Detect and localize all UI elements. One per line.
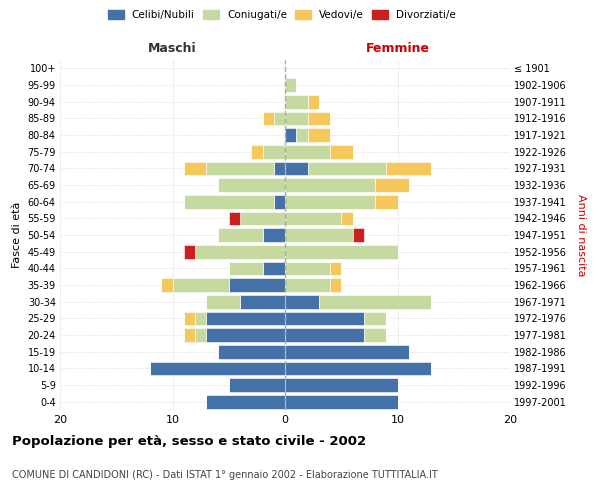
- Bar: [285, 362, 431, 375]
- Bar: [206, 328, 285, 342]
- Bar: [206, 312, 285, 325]
- Bar: [173, 278, 229, 292]
- Bar: [308, 128, 330, 142]
- Bar: [218, 178, 285, 192]
- Bar: [218, 345, 285, 358]
- Bar: [285, 78, 296, 92]
- Bar: [330, 262, 341, 275]
- Bar: [285, 228, 353, 242]
- Bar: [285, 95, 308, 108]
- Bar: [285, 145, 330, 158]
- Bar: [195, 312, 206, 325]
- Bar: [285, 162, 308, 175]
- Bar: [285, 195, 375, 208]
- Bar: [386, 162, 431, 175]
- Bar: [274, 112, 285, 125]
- Bar: [375, 195, 398, 208]
- Bar: [218, 228, 263, 242]
- Bar: [296, 128, 308, 142]
- Bar: [285, 178, 375, 192]
- Bar: [195, 328, 206, 342]
- Legend: Celibi/Nubili, Coniugati/e, Vedovi/e, Divorziati/e: Celibi/Nubili, Coniugati/e, Vedovi/e, Di…: [106, 8, 458, 22]
- Text: COMUNE DI CANDIDONI (RC) - Dati ISTAT 1° gennaio 2002 - Elaborazione TUTTITALIA.: COMUNE DI CANDIDONI (RC) - Dati ISTAT 1°…: [12, 470, 438, 480]
- Y-axis label: Anni di nascita: Anni di nascita: [577, 194, 586, 276]
- Bar: [274, 195, 285, 208]
- Bar: [285, 395, 398, 408]
- Bar: [285, 278, 330, 292]
- Bar: [229, 278, 285, 292]
- Bar: [240, 212, 285, 225]
- Bar: [184, 195, 274, 208]
- Bar: [285, 262, 330, 275]
- Bar: [330, 278, 341, 292]
- Bar: [285, 112, 308, 125]
- Bar: [206, 395, 285, 408]
- Bar: [285, 295, 319, 308]
- Bar: [195, 245, 285, 258]
- Bar: [263, 145, 285, 158]
- Bar: [251, 145, 263, 158]
- Bar: [150, 362, 285, 375]
- Bar: [341, 212, 353, 225]
- Bar: [285, 345, 409, 358]
- Bar: [285, 245, 398, 258]
- Bar: [285, 378, 398, 392]
- Bar: [229, 378, 285, 392]
- Bar: [319, 295, 431, 308]
- Bar: [308, 162, 386, 175]
- Bar: [274, 162, 285, 175]
- Bar: [375, 178, 409, 192]
- Bar: [263, 262, 285, 275]
- Bar: [308, 95, 319, 108]
- Text: Popolazione per età, sesso e stato civile - 2002: Popolazione per età, sesso e stato civil…: [12, 435, 366, 448]
- Bar: [285, 312, 364, 325]
- Bar: [263, 112, 274, 125]
- Bar: [206, 162, 274, 175]
- Bar: [161, 278, 173, 292]
- Bar: [364, 328, 386, 342]
- Bar: [285, 212, 341, 225]
- Text: Femmine: Femmine: [365, 42, 430, 55]
- Bar: [184, 245, 195, 258]
- Bar: [353, 228, 364, 242]
- Bar: [229, 212, 240, 225]
- Bar: [330, 145, 353, 158]
- Bar: [308, 112, 330, 125]
- Bar: [206, 295, 240, 308]
- Bar: [364, 312, 386, 325]
- Bar: [285, 328, 364, 342]
- Bar: [229, 262, 263, 275]
- Bar: [184, 328, 195, 342]
- Bar: [184, 312, 195, 325]
- Text: Maschi: Maschi: [148, 42, 197, 55]
- Bar: [184, 162, 206, 175]
- Y-axis label: Fasce di età: Fasce di età: [12, 202, 22, 268]
- Bar: [263, 228, 285, 242]
- Bar: [240, 295, 285, 308]
- Bar: [285, 128, 296, 142]
